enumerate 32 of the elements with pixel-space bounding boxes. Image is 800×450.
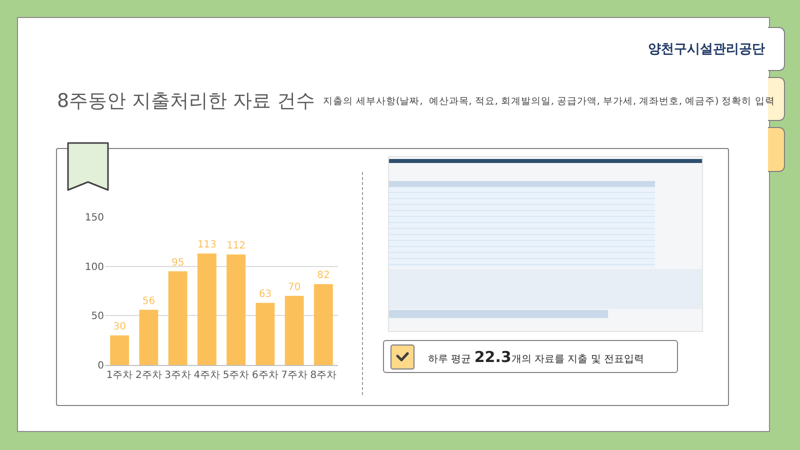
data-label: 112 [226, 240, 246, 252]
data-label: 82 [317, 270, 330, 282]
bar [256, 302, 275, 365]
data-label: 70 [288, 282, 301, 293]
x-tick-label: 8주차 [310, 370, 337, 381]
bar [139, 310, 158, 365]
y-tick-label: 150 [84, 212, 104, 224]
x-tick-label: 6주차 [252, 370, 278, 381]
bar [284, 296, 304, 365]
text: 지출의 세부사항(날짜, 예산과목, 적요, 회계발의일, 공급가액, 부가세, 계좌번호, 예금주) 정확히 입력 [323, 95, 775, 108]
chart-title: 8주동안 지출처리한 자료 건수 [57, 89, 316, 114]
x-tick-label: 1주차 [106, 370, 133, 381]
data-label: 63 [258, 288, 272, 300]
x-tick-label: 3주차 [164, 370, 191, 381]
text: 양천구시설관리공단 [648, 41, 765, 58]
bar [226, 254, 246, 365]
y-tick-label: 0 [98, 360, 104, 372]
text: 하루 평균 22.3개의 자료를 지출 및 전표입력 [428, 347, 644, 368]
y-tick-label: 50 [91, 311, 104, 322]
bar [110, 335, 130, 365]
data-label: 56 [142, 296, 156, 307]
data-label: 113 [197, 240, 216, 251]
y-tick-label: 100 [84, 262, 104, 273]
x-tick-label: 2주차 [136, 370, 162, 381]
bar [314, 284, 333, 365]
data-label: 95 [171, 257, 184, 268]
x-tick-label: 7주차 [281, 370, 308, 381]
data-label: 30 [113, 321, 126, 332]
bar [168, 271, 188, 365]
x-tick-label: 4주차 [194, 370, 220, 381]
x-tick-label: 5주차 [222, 370, 250, 381]
bar [197, 254, 216, 365]
